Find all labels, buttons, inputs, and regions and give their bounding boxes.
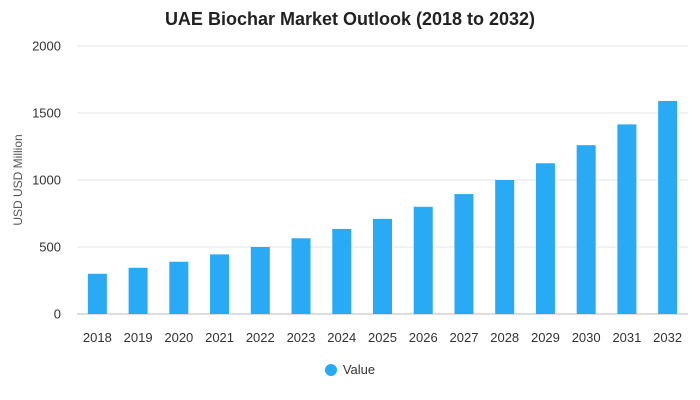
chart-title: UAE Biochar Market Outlook (2018 to 2032… [164, 9, 536, 29]
y-axis: 0 500 1000 1500 2000 [32, 39, 61, 322]
x-tick-label: 2018 [83, 330, 112, 345]
y-axis-label: USD USD Million [11, 134, 25, 225]
bar[interactable] [454, 194, 474, 314]
x-tick-label: 2032 [653, 330, 682, 345]
legend-label: Value [342, 362, 376, 377]
x-tick-label: 2029 [531, 330, 560, 345]
y-tick-label: 2000 [32, 39, 61, 54]
y-tick-label: 1500 [32, 106, 61, 121]
x-tick-label: 2025 [368, 330, 397, 345]
x-tick-label: 2024 [327, 330, 356, 345]
bar[interactable] [576, 145, 596, 314]
bar[interactable] [128, 267, 148, 314]
x-tick-label: 2020 [164, 330, 193, 345]
x-tick-label: 2027 [450, 330, 479, 345]
bar[interactable] [291, 238, 311, 314]
x-tick-label: 2019 [124, 330, 153, 345]
bar[interactable] [250, 247, 270, 314]
y-tick-label: 1000 [32, 173, 61, 188]
x-tick-label: 2021 [205, 330, 234, 345]
bar[interactable] [87, 273, 107, 314]
bar[interactable] [169, 261, 189, 314]
x-tick-label: 2028 [490, 330, 519, 345]
bar[interactable] [535, 163, 555, 314]
x-tick-label: 2023 [287, 330, 316, 345]
bar[interactable] [617, 124, 637, 314]
bar[interactable] [495, 180, 515, 314]
bar[interactable] [658, 100, 678, 314]
x-tick-label: 2030 [572, 330, 601, 345]
bar[interactable] [332, 228, 352, 314]
bar[interactable] [373, 218, 392, 314]
y-tick-label: 500 [39, 240, 61, 255]
bar[interactable] [413, 206, 433, 314]
x-axis: 2018 2019 2020 2021 2022 2023 2024 2025 2026 2027… [83, 330, 682, 345]
legend[interactable]: Value [0, 362, 700, 377]
x-tick-label: 2026 [409, 330, 438, 345]
y-tick-label: 0 [54, 307, 61, 322]
x-tick-label: 2022 [246, 330, 275, 345]
bars [87, 100, 678, 314]
x-tick-label: 2031 [612, 330, 641, 345]
bar[interactable] [210, 254, 230, 314]
legend-marker-icon [324, 363, 337, 376]
